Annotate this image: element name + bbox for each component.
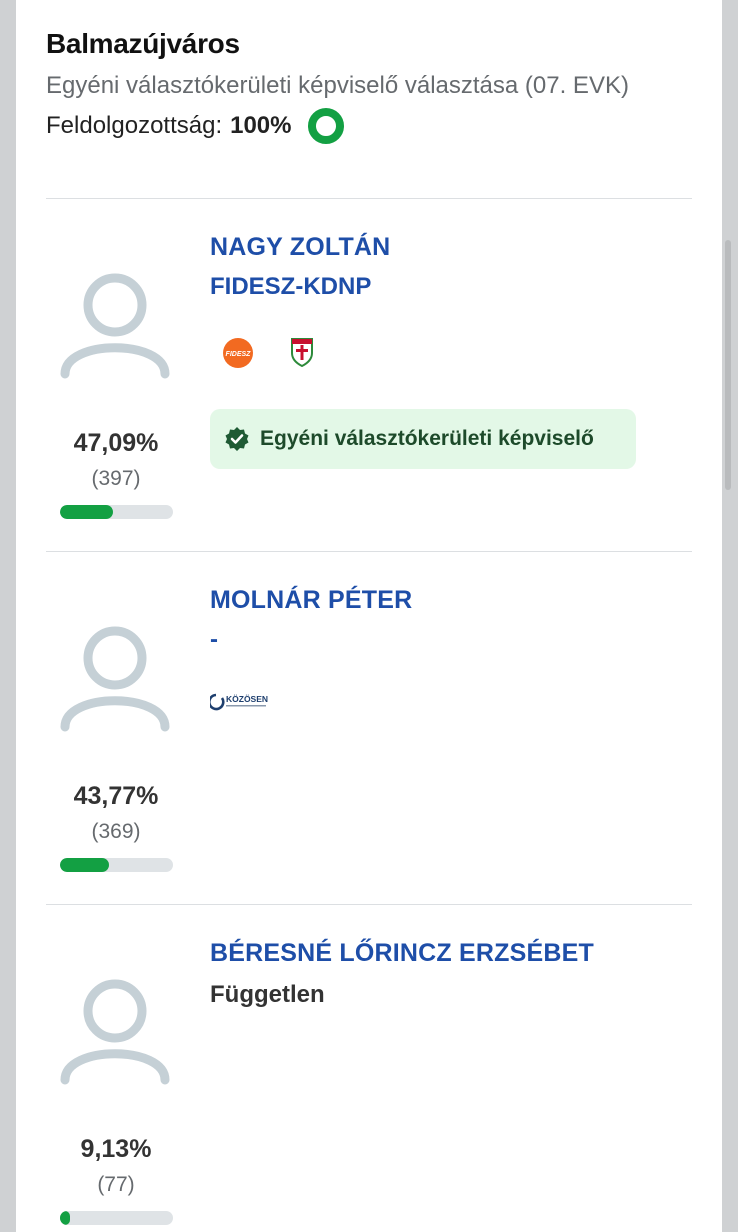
vote-share-bar — [60, 505, 173, 519]
vote-share-bar — [60, 858, 173, 872]
divider — [46, 904, 692, 905]
avatar-icon — [60, 273, 170, 379]
candidate-name[interactable]: MOLNÁR PÉTER — [210, 586, 413, 614]
kdnp-logo-icon — [291, 338, 313, 367]
constituency-header: Balmazújváros Egyéni választókerületi ké… — [46, 28, 686, 144]
candidate-card[interactable]: 43,77% (369) MOLNÁR PÉTER - KÖZÖSEN — [46, 552, 692, 904]
results-panel: Balmazújváros Egyéni választókerületi ké… — [16, 0, 722, 1232]
vote-share: 9,13% — [80, 1135, 152, 1163]
candidate-card[interactable]: 9,13% (77) BÉRESNÉ LŐRINCZ ERZSÉBET Függ… — [46, 905, 692, 1232]
candidate-party: FIDESZ-KDNP — [210, 273, 372, 300]
candidate-card[interactable]: 47,09% (397) NAGY ZOLTÁN FIDESZ-KDNP FID… — [46, 199, 692, 551]
processing-status: Feldolgozottság: 100% — [46, 108, 686, 144]
candidate-party: Független — [210, 981, 325, 1008]
scrollbar-thumb[interactable] — [725, 240, 731, 490]
divider — [46, 551, 692, 552]
candidate-name[interactable]: BÉRESNÉ LŐRINCZ ERZSÉBET — [210, 939, 594, 967]
processing-label: Feldolgozottság: — [46, 112, 223, 139]
verified-check-icon — [225, 427, 249, 451]
progress-ring-icon — [307, 108, 344, 144]
vote-share: 47,09% — [73, 429, 159, 457]
divider — [46, 198, 692, 199]
elected-badge: Egyéni választókerületi képviselő — [210, 409, 636, 469]
fidesz-logo-text: FIDESZ — [226, 351, 252, 358]
vote-share-bar-fill — [60, 858, 110, 872]
processing-value: 100% — [230, 112, 292, 139]
kozosen-logo-icon: KÖZÖSEN — [210, 693, 268, 711]
candidate-party: - — [210, 626, 218, 653]
candidate-name[interactable]: NAGY ZOLTÁN — [210, 233, 391, 261]
kozosen-logo-text: KÖZÖSEN — [226, 694, 268, 704]
vote-count: (397) — [91, 467, 141, 490]
elected-badge-label: Egyéni választókerületi képviselő — [260, 427, 594, 450]
vote-share-bar-fill — [60, 1211, 71, 1225]
vote-share-bar-fill — [60, 505, 114, 519]
vote-share: 43,77% — [73, 782, 159, 810]
avatar-icon — [60, 979, 170, 1085]
avatar-icon — [60, 626, 170, 732]
vote-count: (369) — [91, 820, 141, 843]
fidesz-logo-icon: FIDESZ — [223, 338, 253, 368]
constituency-title: Balmazújváros — [46, 28, 240, 59]
vote-count: (77) — [97, 1173, 135, 1196]
vote-share-bar — [60, 1211, 173, 1225]
election-subtitle: Egyéni választókerületi képviselő válasz… — [46, 72, 629, 99]
